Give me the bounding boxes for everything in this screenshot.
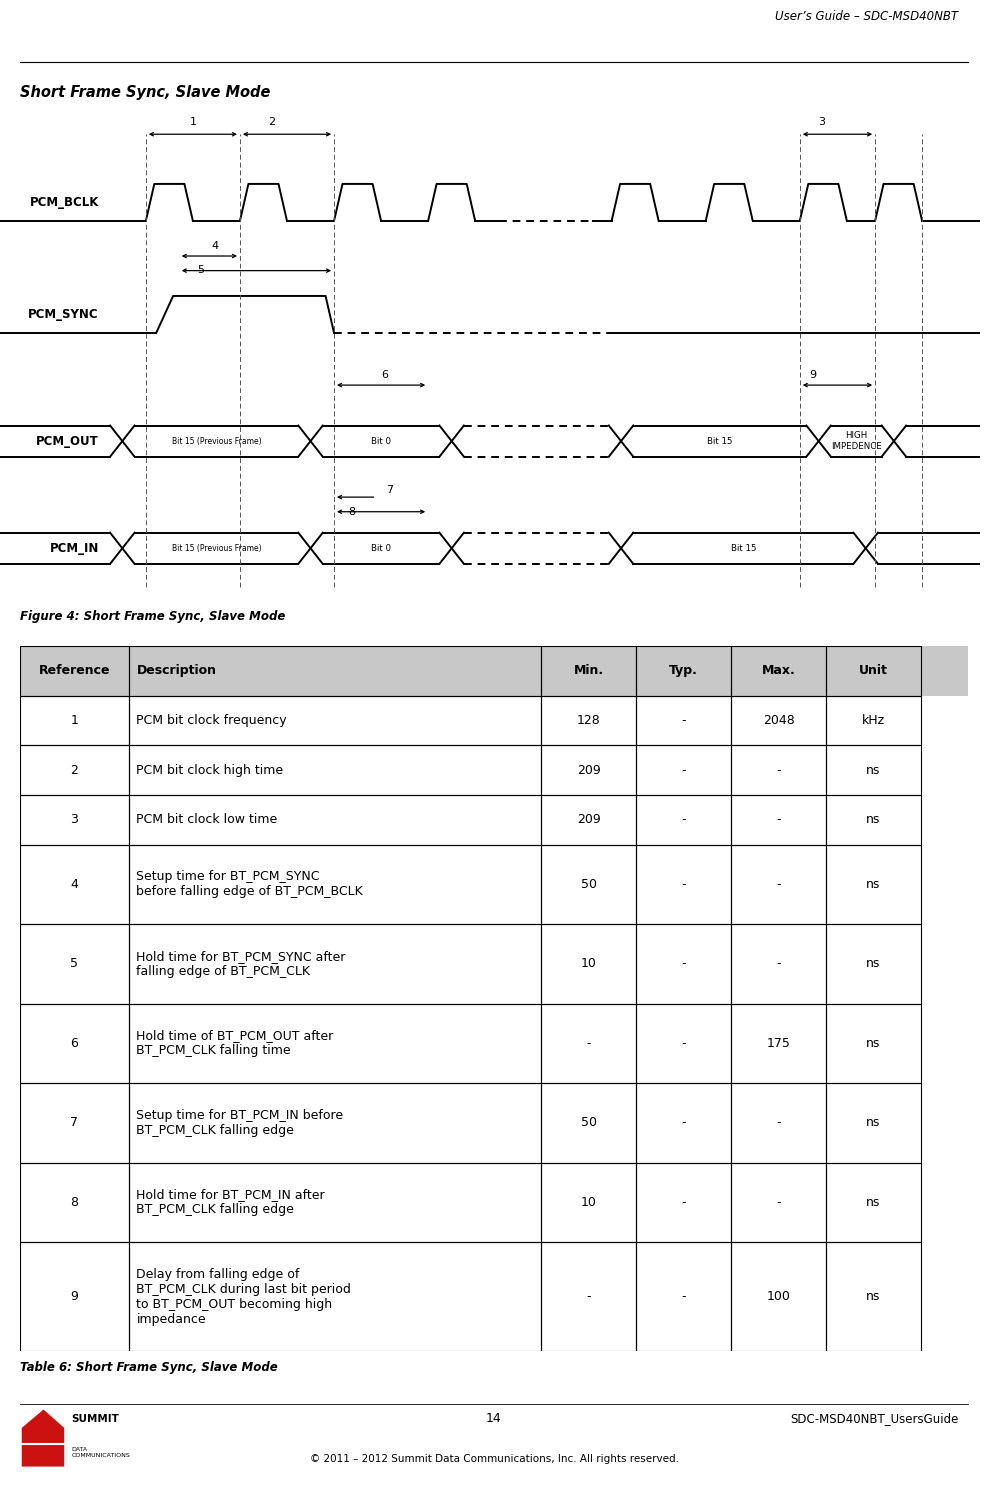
Text: 50: 50	[581, 1117, 597, 1130]
Text: PCM bit clock frequency: PCM bit clock frequency	[136, 714, 288, 728]
Text: Setup time for BT_PCM_SYNC
before falling edge of BT_PCM_BCLK: Setup time for BT_PCM_SYNC before fallin…	[136, 870, 364, 898]
Text: ns: ns	[866, 1195, 880, 1209]
Text: -: -	[777, 878, 781, 891]
Text: HIGH
IMPEDENCE: HIGH IMPEDENCE	[831, 432, 881, 451]
Text: 100: 100	[767, 1290, 790, 1304]
Text: 5: 5	[70, 958, 78, 970]
Text: Description: Description	[136, 664, 216, 677]
Text: 8: 8	[348, 506, 356, 517]
Text: SUMMIT: SUMMIT	[71, 1414, 119, 1424]
Text: 8: 8	[70, 1195, 78, 1209]
Text: 6: 6	[70, 1037, 78, 1050]
Text: © 2011 – 2012 Summit Data Communications, Inc. All rights reserved.: © 2011 – 2012 Summit Data Communications…	[309, 1454, 679, 1464]
Text: 4: 4	[211, 241, 218, 251]
Text: 10: 10	[581, 1195, 597, 1209]
Text: ns: ns	[866, 1037, 880, 1050]
Text: PCM bit clock high time: PCM bit clock high time	[136, 763, 284, 777]
Text: -: -	[777, 1195, 781, 1209]
Text: -: -	[682, 1195, 686, 1209]
Text: PCM bit clock low time: PCM bit clock low time	[136, 814, 278, 826]
Text: 128: 128	[577, 714, 601, 728]
Text: 7: 7	[385, 484, 393, 495]
Text: ns: ns	[866, 814, 880, 826]
Text: 6: 6	[381, 370, 388, 380]
Text: User’s Guide – SDC-MSD40NBT: User’s Guide – SDC-MSD40NBT	[776, 10, 958, 22]
Text: -: -	[682, 1037, 686, 1050]
Text: Hold time for BT_PCM_IN after
BT_PCM_CLK falling edge: Hold time for BT_PCM_IN after BT_PCM_CLK…	[136, 1188, 325, 1216]
Text: ns: ns	[866, 878, 880, 891]
Text: Bit 15 (Previous Frame): Bit 15 (Previous Frame)	[172, 544, 261, 552]
Text: -: -	[777, 814, 781, 826]
Text: 5: 5	[198, 266, 205, 276]
Text: -: -	[777, 1117, 781, 1130]
Text: Figure 4: Short Frame Sync, Slave Mode: Figure 4: Short Frame Sync, Slave Mode	[20, 610, 286, 622]
Text: 4: 4	[70, 878, 78, 891]
Text: PCM_IN: PCM_IN	[49, 542, 99, 555]
Text: PCM_SYNC: PCM_SYNC	[29, 307, 99, 321]
Text: Hold time of BT_PCM_OUT after
BT_PCM_CLK falling time: Hold time of BT_PCM_OUT after BT_PCM_CLK…	[136, 1029, 334, 1057]
Text: Bit 15 (Previous Frame): Bit 15 (Previous Frame)	[172, 437, 261, 446]
Text: -: -	[587, 1037, 591, 1050]
Text: Typ.: Typ.	[669, 664, 699, 677]
Text: 175: 175	[767, 1037, 790, 1050]
Text: kHz: kHz	[862, 714, 885, 728]
Text: -: -	[777, 763, 781, 777]
Text: 3: 3	[819, 117, 826, 126]
Text: 1: 1	[190, 117, 197, 126]
Text: Setup time for BT_PCM_IN before
BT_PCM_CLK falling edge: Setup time for BT_PCM_IN before BT_PCM_C…	[136, 1109, 344, 1138]
Text: PCM_BCLK: PCM_BCLK	[30, 196, 99, 209]
Text: -: -	[682, 1290, 686, 1304]
Text: Table 6: Short Frame Sync, Slave Mode: Table 6: Short Frame Sync, Slave Mode	[20, 1362, 278, 1374]
Text: -: -	[682, 714, 686, 728]
Text: 2048: 2048	[763, 714, 794, 728]
Text: 209: 209	[577, 763, 601, 777]
Text: -: -	[682, 958, 686, 970]
Text: ns: ns	[866, 958, 880, 970]
Text: -: -	[682, 878, 686, 891]
Text: -: -	[682, 814, 686, 826]
Text: ns: ns	[866, 1290, 880, 1304]
Text: ns: ns	[866, 763, 880, 777]
Text: Unit: Unit	[859, 664, 888, 677]
Text: SDC-MSD40NBT_UsersGuide: SDC-MSD40NBT_UsersGuide	[790, 1412, 958, 1426]
Text: Short Frame Sync, Slave Mode: Short Frame Sync, Slave Mode	[20, 85, 270, 99]
Text: ns: ns	[866, 1117, 880, 1130]
Text: Delay from falling edge of
BT_PCM_CLK during last bit period
to BT_PCM_OUT becom: Delay from falling edge of BT_PCM_CLK du…	[136, 1268, 352, 1326]
Polygon shape	[22, 1409, 64, 1467]
Text: Bit 0: Bit 0	[371, 544, 391, 552]
Text: 9: 9	[809, 370, 816, 380]
Text: PCM_OUT: PCM_OUT	[36, 435, 99, 447]
Text: DATA
COMMUNICATIONS: DATA COMMUNICATIONS	[71, 1448, 129, 1458]
Text: -: -	[587, 1290, 591, 1304]
Text: 10: 10	[581, 958, 597, 970]
Text: 2: 2	[70, 763, 78, 777]
Text: Reference: Reference	[39, 664, 110, 677]
Text: Bit 0: Bit 0	[371, 437, 391, 446]
Text: Bit 15: Bit 15	[707, 437, 732, 446]
Text: 9: 9	[70, 1290, 78, 1304]
Text: 209: 209	[577, 814, 601, 826]
Text: -: -	[682, 763, 686, 777]
Text: 50: 50	[581, 878, 597, 891]
FancyBboxPatch shape	[20, 646, 968, 695]
Text: Max.: Max.	[762, 664, 795, 677]
Text: 7: 7	[70, 1117, 78, 1130]
Text: -: -	[682, 1117, 686, 1130]
Text: 1: 1	[70, 714, 78, 728]
Text: Min.: Min.	[574, 664, 604, 677]
Text: Bit 15: Bit 15	[730, 544, 756, 552]
Text: -: -	[777, 958, 781, 970]
Text: Hold time for BT_PCM_SYNC after
falling edge of BT_PCM_CLK: Hold time for BT_PCM_SYNC after falling …	[136, 950, 346, 979]
Text: 14: 14	[486, 1412, 502, 1426]
Text: 2: 2	[268, 117, 276, 126]
Text: 3: 3	[70, 814, 78, 826]
